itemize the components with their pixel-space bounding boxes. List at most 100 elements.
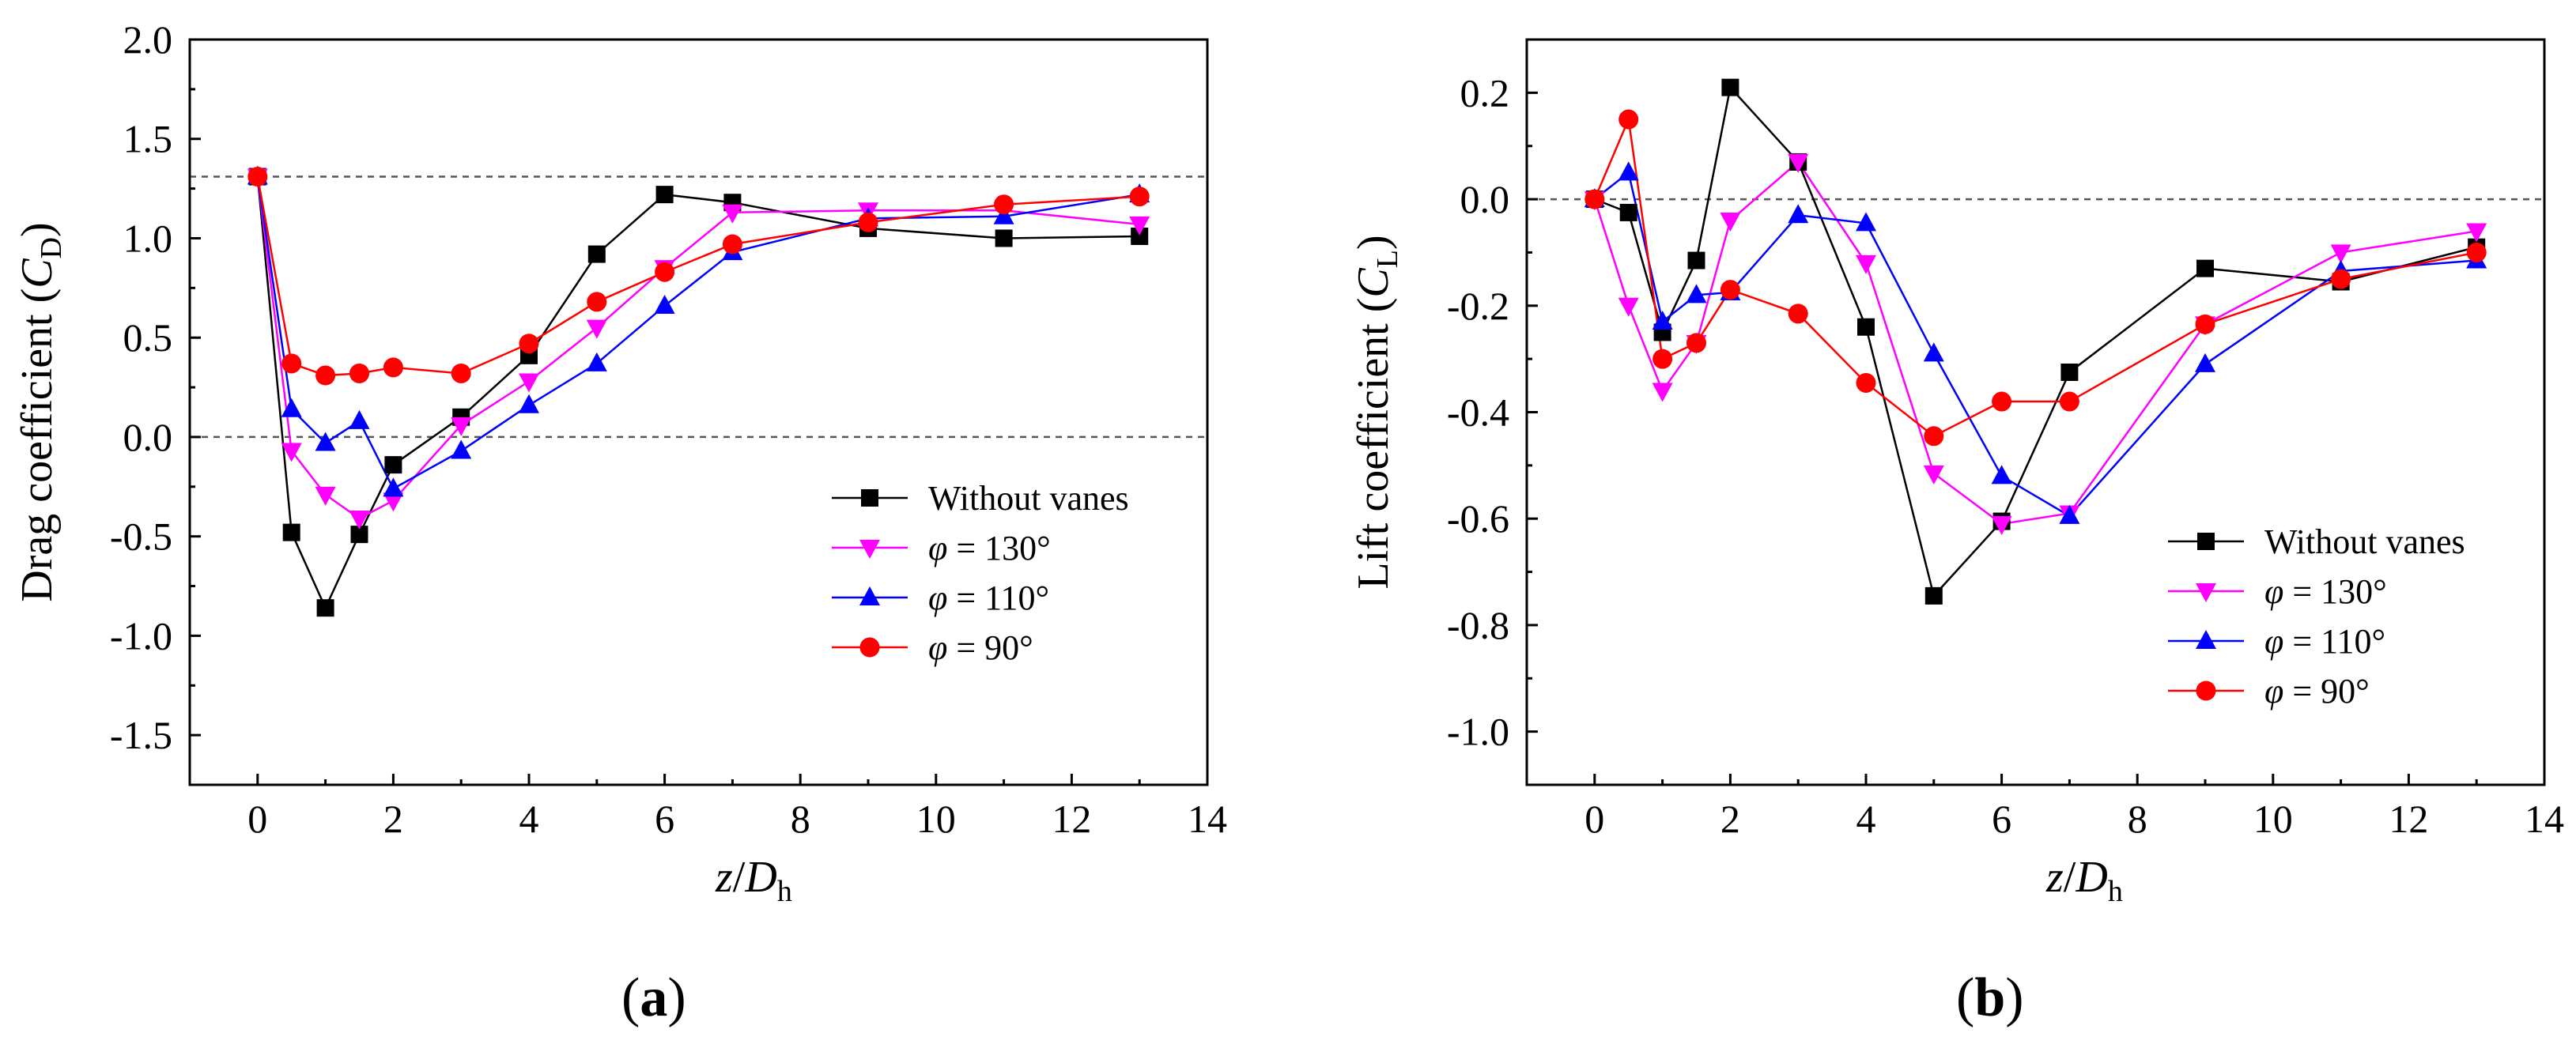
- y-tick-label: -0.8: [1447, 603, 1509, 647]
- x-tick-label: 2: [1720, 797, 1740, 841]
- data-point: [451, 439, 472, 459]
- x-tick-label: 2: [383, 797, 403, 841]
- legend-var: φ: [2264, 622, 2283, 661]
- x-tick-label: 12: [2389, 797, 2428, 841]
- data-point: [1129, 216, 1150, 236]
- data-point: [654, 294, 675, 314]
- legend-label: φ = 90°: [2264, 672, 2370, 711]
- y-label-suffix: ): [1349, 235, 1398, 250]
- x-label-var2: D: [744, 853, 776, 902]
- data-point: [1129, 187, 1150, 207]
- x-label-sub: h: [2108, 875, 2123, 908]
- data-point: [1991, 465, 2012, 484]
- data-point: [1652, 310, 1673, 330]
- panel-paren-close: ): [667, 967, 686, 1028]
- x-tick-label: 8: [2128, 797, 2147, 841]
- data-point: [384, 456, 402, 474]
- y-tick-label: -0.4: [1447, 390, 1509, 435]
- data-point: [586, 319, 607, 339]
- y-tick-label: 1.5: [123, 117, 173, 161]
- data-point: [1652, 383, 1673, 402]
- legend-var: φ: [2264, 572, 2283, 611]
- x-label-slash: /: [733, 853, 746, 902]
- data-point: [349, 363, 369, 383]
- data-point: [1721, 78, 1739, 96]
- data-point: [858, 212, 878, 232]
- data-point: [1924, 586, 1943, 605]
- x-label-var2: D: [2075, 853, 2107, 902]
- data-point: [383, 477, 404, 497]
- y-tick-label: 1.0: [123, 216, 173, 260]
- data-point: [1923, 342, 1944, 362]
- legend-text: Without vanes: [2264, 522, 2465, 561]
- chart-b-lift-coefficient: 0 2 4 6 8 10 12 14 0.2 0.0 -0.2 -0.4 -0.6 -0.8 -1.0 Wit…: [1349, 38, 2564, 1028]
- x-label-sub: h: [777, 875, 792, 908]
- data-point: [1686, 284, 1707, 303]
- data-point: [655, 186, 674, 204]
- data-point: [519, 334, 539, 354]
- panel-paren-close: ): [2005, 967, 2023, 1028]
- legend-value: = 110°: [947, 579, 1049, 617]
- y-tick-label: -0.5: [110, 515, 172, 559]
- y-tick-label: -0.2: [1447, 284, 1509, 328]
- data-point: [315, 486, 336, 506]
- data-point: [1720, 280, 1740, 300]
- data-point: [2195, 314, 2215, 334]
- data-point: [2059, 504, 2080, 524]
- y-label-var: C: [1349, 268, 1398, 298]
- x-tick-label: 0: [247, 797, 267, 841]
- data-point: [2195, 352, 2215, 372]
- panel-label: (b): [1956, 967, 2024, 1028]
- x-tick-label: 14: [2525, 797, 2564, 841]
- data-point: [1788, 153, 1809, 173]
- legend-marker: [2197, 533, 2215, 550]
- x-tick-label: 4: [1856, 797, 1876, 841]
- x-label-slash: /: [2064, 853, 2076, 902]
- data-point: [1687, 251, 1705, 270]
- data-point: [1618, 297, 1639, 317]
- legend-marker: [859, 637, 880, 658]
- data-point: [1856, 372, 1876, 393]
- data-point: [349, 409, 370, 429]
- data-point: [281, 353, 302, 374]
- data-point: [315, 432, 336, 451]
- legend-marker: [859, 540, 880, 559]
- x-tick-label: 4: [519, 797, 539, 841]
- legend-var: φ: [928, 579, 947, 617]
- legend-value: = 130°: [947, 529, 1050, 567]
- data-point: [586, 352, 607, 371]
- data-point: [2331, 269, 2351, 289]
- data-point: [2330, 244, 2351, 264]
- legend-value: = 110°: [2283, 622, 2385, 661]
- legend-value: = 90°: [947, 628, 1033, 667]
- data-point: [383, 357, 403, 378]
- legend-label: Without vanes: [2264, 522, 2465, 561]
- x-axis-label: z/Dh: [2045, 853, 2123, 908]
- y-tick-label: -1.0: [1447, 710, 1509, 754]
- y-label-prefix: Lift coefficient (: [1349, 298, 1398, 590]
- legend-marker: [2196, 680, 2216, 701]
- panel-paren-open: (: [1956, 967, 1974, 1028]
- x-tick-label: 6: [655, 797, 674, 841]
- legend-label: φ = 110°: [2264, 622, 2385, 661]
- legend-label: φ = 110°: [928, 579, 1049, 617]
- y-axis-label: Lift coefficient (CL): [1349, 235, 1404, 589]
- data-point: [1923, 465, 1944, 484]
- data-point: [1131, 227, 1149, 245]
- data-point: [316, 599, 334, 617]
- data-point: [1686, 333, 1706, 353]
- y-label-sub: L: [1371, 250, 1404, 268]
- legend-text: Without vanes: [928, 479, 1129, 518]
- x-tick-label: 10: [916, 797, 956, 841]
- data-point: [1652, 349, 1673, 369]
- x-tick-label: 14: [1188, 797, 1227, 841]
- data-point: [1856, 212, 1876, 232]
- legend-var: φ: [928, 529, 947, 567]
- data-point: [655, 262, 675, 282]
- data-point: [1619, 203, 1637, 221]
- y-label-sub: D: [35, 237, 68, 258]
- y-tick-label: 2.0: [123, 17, 173, 62]
- data-point: [2196, 259, 2214, 277]
- x-tick-label: 0: [1585, 797, 1604, 841]
